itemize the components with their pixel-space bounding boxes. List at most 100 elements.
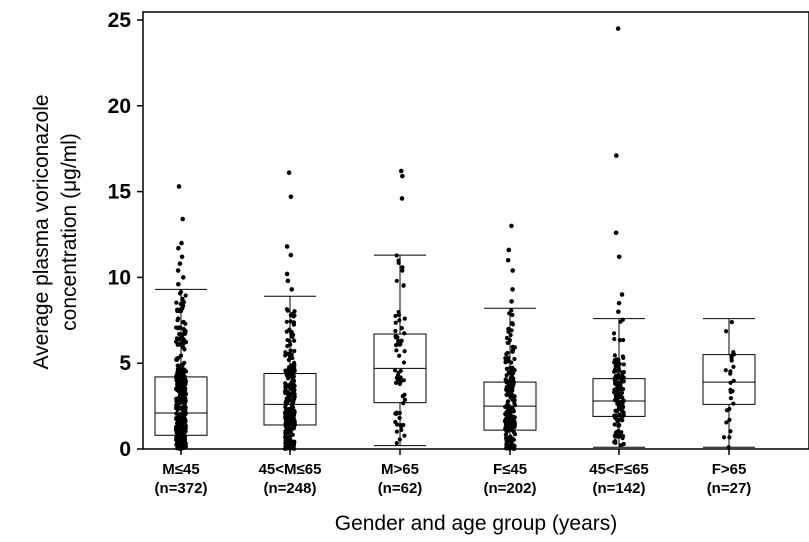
data-point <box>285 308 290 313</box>
data-point <box>179 432 185 438</box>
data-point <box>508 395 513 400</box>
x-category-label: F≤45 <box>493 461 527 478</box>
data-point <box>291 369 296 375</box>
data-point <box>182 391 187 396</box>
data-point <box>512 356 517 362</box>
outlier-point <box>285 278 291 284</box>
data-point <box>504 335 510 341</box>
data-point <box>181 387 186 392</box>
outlier-point <box>613 230 619 236</box>
data-point <box>621 441 626 447</box>
data-point <box>619 387 624 392</box>
data-point <box>510 312 515 318</box>
data-point <box>183 445 188 450</box>
outlier-point <box>176 245 181 251</box>
points-group-4 <box>611 26 626 448</box>
box-iqr <box>702 354 756 405</box>
data-point <box>511 397 516 402</box>
data-point <box>617 361 622 366</box>
data-point <box>292 313 297 318</box>
data-point <box>182 367 187 372</box>
data-point <box>285 376 291 381</box>
data-point <box>183 293 188 298</box>
data-point <box>179 405 184 410</box>
data-point <box>284 406 289 412</box>
outlier-point <box>509 223 514 229</box>
data-point <box>399 424 404 429</box>
data-point <box>284 396 289 401</box>
data-point <box>730 352 736 357</box>
data-point <box>621 370 626 375</box>
data-point <box>283 383 288 388</box>
data-point <box>283 368 288 373</box>
outlier-point <box>176 184 182 189</box>
data-point <box>289 329 294 335</box>
data-point <box>287 426 292 431</box>
data-point <box>396 258 401 263</box>
data-point <box>401 378 407 383</box>
data-point <box>402 316 407 321</box>
data-point <box>292 338 297 343</box>
data-point <box>179 376 185 382</box>
data-point <box>175 357 180 362</box>
data-point <box>174 434 179 439</box>
data-point <box>176 427 181 432</box>
points-group-5 <box>721 320 737 450</box>
data-point <box>288 348 293 353</box>
data-point <box>512 443 517 448</box>
data-point <box>176 387 181 393</box>
data-point <box>292 388 297 393</box>
points-group-2 <box>392 168 408 446</box>
data-point <box>507 415 513 420</box>
data-point <box>727 417 732 423</box>
x-category-n-label: (n=202) <box>484 480 537 497</box>
data-point <box>620 354 625 359</box>
x-category-label: 45<F≤65 <box>589 461 649 478</box>
data-point <box>289 405 294 410</box>
data-point <box>616 357 621 362</box>
x-axis-title: Gender and age group (years) <box>335 512 618 535</box>
data-point <box>292 309 297 314</box>
data-point <box>726 445 731 450</box>
data-point <box>283 428 288 434</box>
data-point <box>183 396 188 401</box>
data-point <box>397 437 402 442</box>
data-point <box>620 418 625 423</box>
data-point <box>393 328 398 334</box>
data-point <box>290 410 295 416</box>
data-point <box>397 410 402 416</box>
data-point <box>289 417 294 422</box>
y-axis: 0 5 10 15 20 25 <box>108 9 143 461</box>
outlier-point <box>180 275 186 280</box>
boxes-layer <box>154 254 756 450</box>
data-point <box>504 428 509 434</box>
data-point <box>289 364 294 369</box>
data-point <box>612 367 618 372</box>
data-point <box>284 319 289 324</box>
x-category-label: M≤45 <box>162 461 199 478</box>
data-point <box>505 438 510 443</box>
data-point <box>292 348 297 354</box>
data-point <box>174 374 179 380</box>
data-point <box>401 283 406 288</box>
outlier-point <box>619 292 625 297</box>
points-layer <box>173 26 737 452</box>
data-point <box>503 411 508 417</box>
data-point <box>176 412 181 417</box>
data-point <box>291 399 296 404</box>
data-point <box>616 380 621 385</box>
data-point <box>181 345 186 350</box>
data-point <box>288 393 293 398</box>
data-point <box>397 353 402 358</box>
data-point <box>401 360 407 365</box>
data-point <box>504 373 509 378</box>
data-point <box>728 369 733 374</box>
data-point <box>620 395 625 400</box>
data-point <box>394 278 399 284</box>
data-point <box>393 419 398 425</box>
data-point <box>175 342 180 347</box>
data-point <box>508 332 513 338</box>
data-point <box>175 407 180 413</box>
data-point <box>398 368 403 373</box>
data-point <box>396 312 402 318</box>
